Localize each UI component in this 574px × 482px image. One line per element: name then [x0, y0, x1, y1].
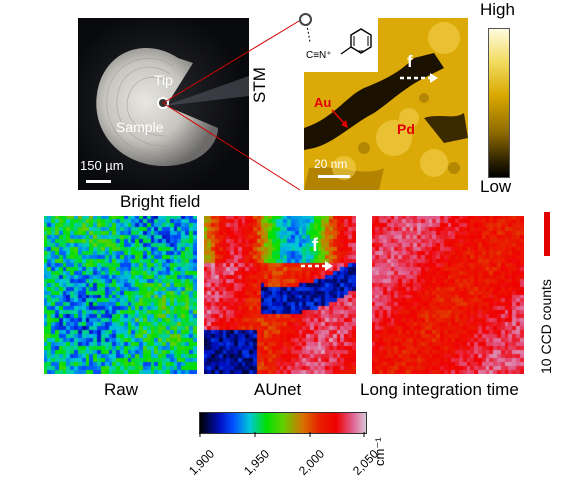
- stm-scale-label: 20 nm: [314, 157, 348, 171]
- isocyanide-molecule-icon: [305, 19, 372, 55]
- height-low-label: Low: [480, 177, 512, 196]
- molecule-inset: C≡N⁺: [304, 18, 378, 72]
- raw-map-canvas: [44, 216, 197, 374]
- wavenumber-colorbar: [199, 412, 367, 434]
- tip-label: Tip: [154, 72, 173, 88]
- bright-field-scale-label: 150 µm: [80, 158, 124, 173]
- stm-tip-marker: [299, 13, 312, 26]
- aunet-caption: AUnet: [254, 380, 302, 399]
- height-high-label: High: [480, 0, 515, 19]
- raw-map: [44, 216, 197, 374]
- colorbar-unit: cm⁻¹: [372, 437, 387, 466]
- stm-f-label: f: [407, 52, 413, 71]
- ccd-counts-label: 10 CCD counts: [538, 279, 554, 374]
- stm-f-arrow: [400, 73, 438, 83]
- aunet-f-arrow: [301, 261, 333, 271]
- bright-field-scale-bar: [86, 180, 111, 183]
- molecule-formula: C≡N⁺: [306, 50, 332, 61]
- height-colorbar: [488, 28, 510, 178]
- stm-label: STM: [250, 67, 269, 103]
- aunet-f-label: f: [312, 235, 318, 255]
- long-integration-caption: Long integration time: [360, 380, 519, 399]
- au-arrow: [331, 109, 348, 128]
- pd-label: Pd: [397, 121, 415, 137]
- au-label: Au: [314, 95, 332, 110]
- aunet-map-canvas: [204, 216, 356, 374]
- stm-scale-bar: [318, 175, 350, 178]
- bright-field-caption: Bright field: [120, 192, 201, 211]
- long-integration-map: [372, 216, 524, 374]
- aunet-map: [204, 216, 356, 374]
- raw-caption: Raw: [104, 380, 139, 399]
- colorbar-ticks: [199, 432, 365, 437]
- sample-label: Sample: [116, 119, 164, 135]
- long-map-canvas: [372, 216, 524, 374]
- ccd-scale-bar: [544, 212, 550, 256]
